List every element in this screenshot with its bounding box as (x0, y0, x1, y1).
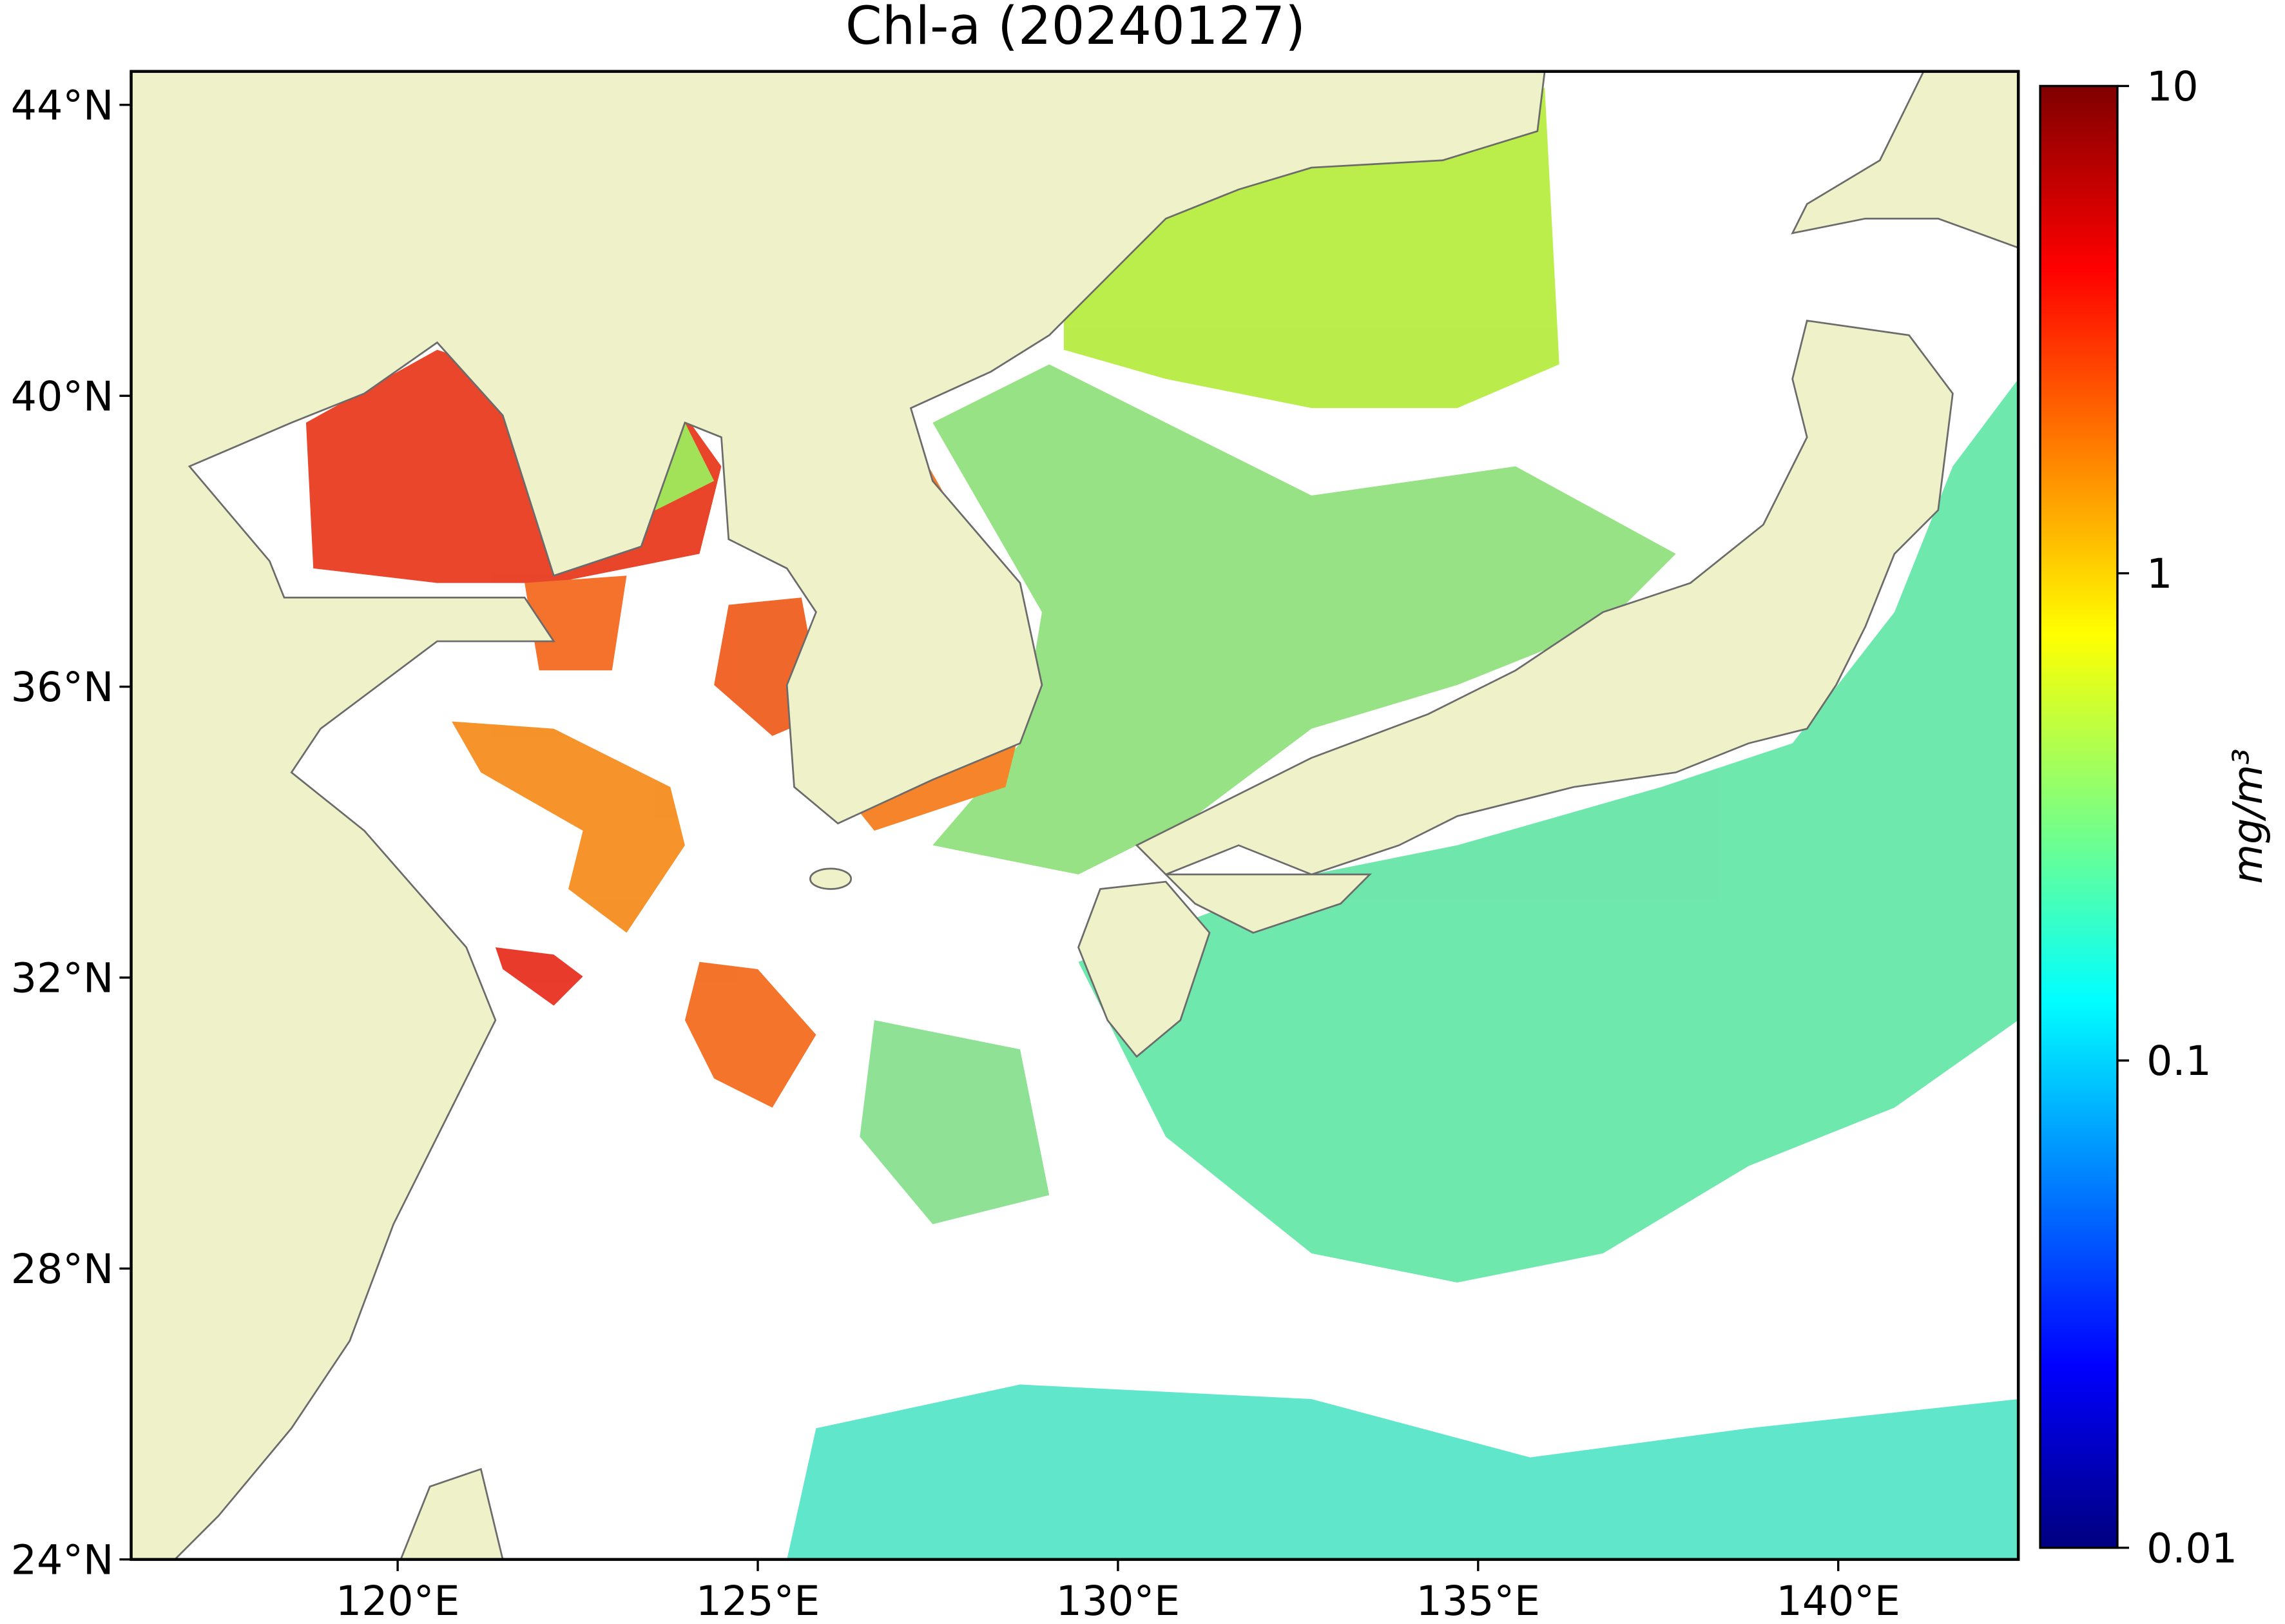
chl-patch (525, 575, 627, 671)
land (1791, 71, 2019, 249)
y-tick-label: 36°N (11, 663, 114, 711)
y-tick-label: 24°N (11, 1536, 114, 1583)
chl-patch (1063, 87, 1559, 409)
chl-patch (684, 962, 816, 1108)
chl-patch (495, 947, 583, 1006)
map-area (131, 71, 2019, 1560)
land (400, 1467, 504, 1560)
chl-patch (1078, 378, 2019, 1283)
chl-patch (452, 721, 685, 933)
chl-patch (787, 1384, 2019, 1560)
colorbar-tick-label: 0.01 (2146, 1524, 2237, 1572)
colorbar-tick-label: 0.1 (2146, 1037, 2212, 1085)
chl-patch (932, 364, 1676, 875)
land (1077, 880, 1211, 1058)
x-tick-label: 135°E (1416, 1577, 1541, 1624)
x-tick-label: 125°E (696, 1577, 820, 1624)
y-tick-label: 40°N (11, 372, 114, 420)
map-title: Chl-a (20240127) (845, 0, 1306, 57)
colorbar (2039, 84, 2119, 1549)
chlorophyll-layer (305, 87, 2019, 1560)
chl-patch (860, 1020, 1050, 1224)
land (1163, 873, 1373, 934)
y-tick-label: 32°N (11, 954, 114, 1002)
colorbar-label: mg/m³ (2224, 748, 2271, 884)
colorbar-tick-label: 10 (2146, 63, 2199, 110)
colorbar-tick-label: 1 (2146, 550, 2172, 597)
land (809, 867, 853, 890)
x-tick-label: 140°E (1776, 1577, 1900, 1624)
x-tick-label: 120°E (336, 1577, 460, 1624)
y-tick-label: 28°N (11, 1245, 114, 1293)
land (131, 71, 1546, 1560)
y-tick-label: 44°N (11, 81, 114, 129)
x-tick-label: 130°E (1056, 1577, 1181, 1624)
map-frame (130, 70, 2020, 1561)
